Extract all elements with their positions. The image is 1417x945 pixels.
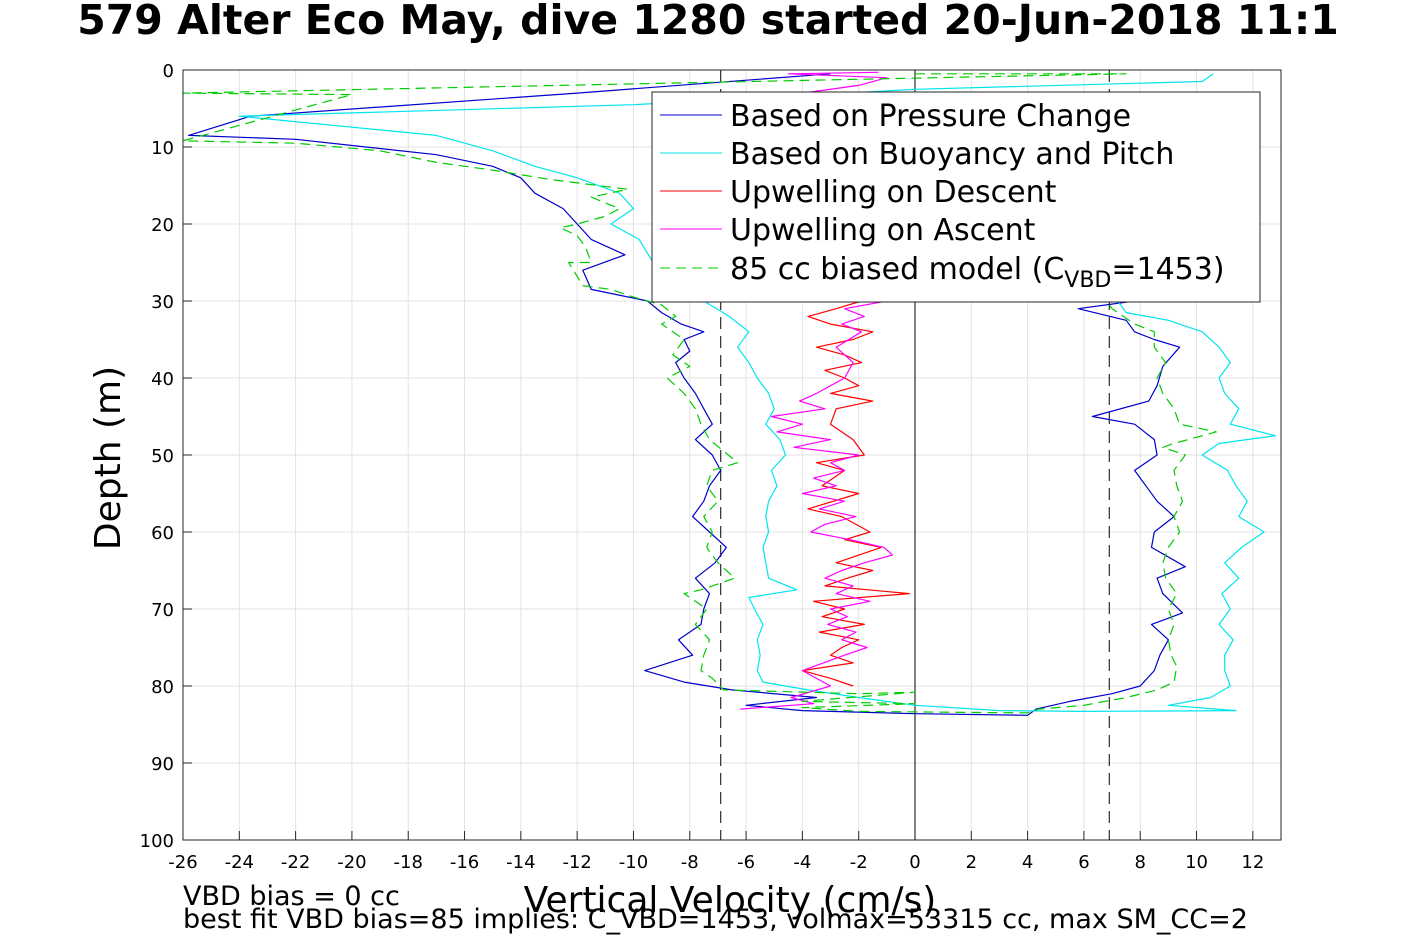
x-tick-label: 2 <box>966 852 977 873</box>
series-line-4 <box>182 73 1217 714</box>
x-tick-label: 8 <box>1135 852 1146 873</box>
x-tick-label: -2 <box>850 852 868 873</box>
x-tick-label: -6 <box>737 852 755 873</box>
legend-model-suffix: =1453) <box>1111 252 1224 287</box>
x-tick-label: 10 <box>1185 852 1208 873</box>
y-tick-labels: 0 10 20 30 40 50 60 70 80 90 100 <box>140 61 174 852</box>
x-tick-label: -18 <box>394 852 423 873</box>
x-tick-labels: -26 -24 -22 -20 -18 -16 -14 -12 -10 -8 -6 -4 -2 0 2 4 6 8… <box>168 852 1264 873</box>
series-line-2 <box>801 300 911 687</box>
y-tick-label: 70 <box>151 600 174 621</box>
legend-model-prefix: 85 cc biased model (C <box>730 252 1064 287</box>
x-tick-label: 12 <box>1241 852 1264 873</box>
x-tick-label: 6 <box>1078 852 1089 873</box>
plot-frame <box>182 69 1282 841</box>
x-tick-label: -16 <box>450 852 479 873</box>
y-tick-label: 50 <box>151 446 174 467</box>
footnote-vbd-bias: VBD bias = 0 cc <box>183 881 400 912</box>
legend-label-model: 85 cc biased model (CVBD=1453) <box>730 252 1225 293</box>
legend-label-buoyancy: Based on Buoyancy and Pitch <box>730 137 1174 172</box>
y-tick-label: 10 <box>151 138 174 159</box>
x-tick-label: 4 <box>1022 852 1033 873</box>
y-tick-label: 20 <box>151 215 174 236</box>
y-tick-label: 90 <box>151 754 174 775</box>
y-tick-label: 80 <box>151 677 174 698</box>
legend-model-sub: VBD <box>1064 268 1111 293</box>
y-tick-label: 60 <box>151 523 174 544</box>
chart-title: 579 Alter Eco May, dive 1280 started 20-… <box>77 0 1339 44</box>
x-tick-label: -24 <box>225 852 254 873</box>
x-tick-label: -20 <box>337 852 366 873</box>
footnote-best-fit: best fit VBD bias=85 implies: C_VBD=1453… <box>183 904 1248 935</box>
y-axis-label: Depth (m) <box>88 366 129 550</box>
x-tick-label: -14 <box>506 852 535 873</box>
legend-label-pressure: Based on Pressure Change <box>730 99 1131 134</box>
series-line-1 <box>238 73 1277 713</box>
x-axis-label: Vertical Velocity (cm/s) <box>524 880 937 921</box>
x-tick-label: -22 <box>281 852 310 873</box>
x-tick-label: -26 <box>168 852 197 873</box>
y-tick-label: 0 <box>163 61 174 82</box>
y-tick-label: 30 <box>151 292 174 313</box>
y-tick-label: 40 <box>151 369 174 390</box>
series-line-0 <box>188 73 1186 716</box>
x-tick-label: -4 <box>793 852 811 873</box>
y-tick-label: 100 <box>140 831 174 852</box>
legend-label-ascent: Upwelling on Ascent <box>730 213 1036 248</box>
x-tick-label: -10 <box>619 852 648 873</box>
legend: Based on Pressure Change Based on Buoyan… <box>651 91 1261 303</box>
x-tick-label: 0 <box>909 852 920 873</box>
legend-box <box>651 91 1261 303</box>
legend-label-descent: Upwelling on Descent <box>730 175 1057 210</box>
x-tick-label: -12 <box>562 852 591 873</box>
x-tick-label: -8 <box>681 852 699 873</box>
